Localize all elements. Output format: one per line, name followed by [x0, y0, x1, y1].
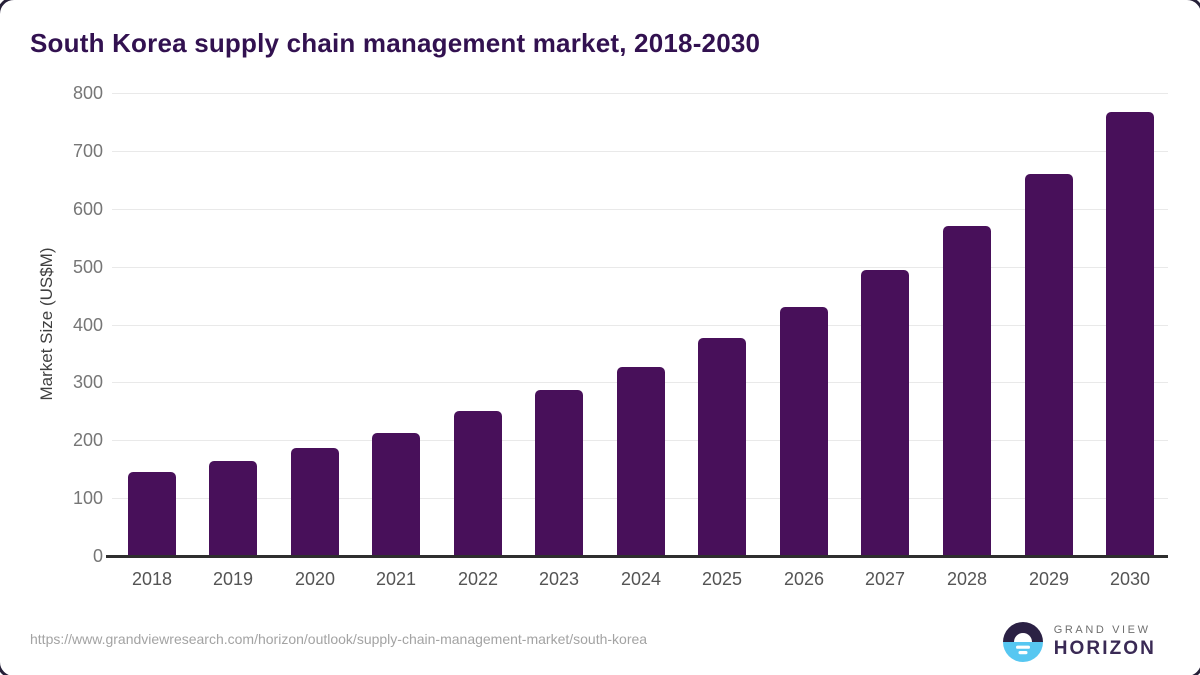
- y-axis-tick-label: 200: [72, 430, 103, 450]
- y-axis-tick-label: 800: [72, 83, 103, 103]
- brand-wordmark: GRAND VIEW HORIZON: [1054, 624, 1156, 660]
- bar-2026: [780, 307, 828, 556]
- x-axis-tick-label: 2028: [946, 569, 988, 589]
- bar-2023: [535, 390, 583, 556]
- page-title: South Korea supply chain management mark…: [30, 28, 761, 58]
- y-axis-tick-label: 500: [72, 257, 103, 277]
- x-axis-tick-label: 2020: [294, 569, 336, 589]
- bar-2024: [617, 367, 665, 556]
- y-axis-title: Market Size (US$M): [37, 247, 56, 401]
- y-axis-tick-label: 0: [92, 546, 103, 566]
- x-axis-tick-label: 2027: [864, 569, 906, 589]
- bar-2022: [454, 411, 502, 556]
- bar-2030: [1106, 112, 1154, 556]
- x-axis-tick-label: 2022: [457, 569, 499, 589]
- y-axis-tick-label: 300: [72, 372, 103, 392]
- gridline: [112, 209, 1168, 210]
- bar-2027: [861, 270, 909, 556]
- brand-logo: GRAND VIEW HORIZON: [1001, 620, 1156, 664]
- gridline: [112, 93, 1168, 94]
- brand-name-top: GRAND VIEW: [1053, 624, 1151, 636]
- x-axis-tick-label: 2023: [538, 569, 580, 589]
- x-axis-tick-label: 2029: [1028, 569, 1070, 589]
- x-axis-tick-label: 2018: [131, 569, 173, 589]
- x-axis-tick-label: 2026: [783, 569, 825, 589]
- y-axis-tick-label: 100: [72, 488, 103, 508]
- bar-2028: [943, 226, 991, 556]
- x-axis-tick-label: 2030: [1109, 569, 1151, 589]
- gridline: [112, 267, 1168, 268]
- bar-2019: [209, 461, 257, 556]
- y-axis-tick-label: 600: [72, 199, 103, 219]
- bar-2020: [291, 448, 339, 556]
- y-axis-tick-label: 700: [72, 141, 103, 161]
- x-axis-tick-label: 2021: [375, 569, 417, 589]
- bar-2018: [128, 472, 176, 556]
- source-url: https://www.grandviewresearch.com/horizo…: [30, 631, 648, 647]
- x-axis-tick-label: 2025: [701, 569, 743, 589]
- y-axis-tick-label: 400: [72, 315, 103, 335]
- x-axis-line: [106, 555, 1168, 558]
- gridline: [112, 325, 1168, 326]
- bar-2025: [698, 338, 746, 556]
- x-axis-tick-label: 2024: [620, 569, 662, 589]
- bar-2029: [1025, 174, 1073, 556]
- sunrise-horizon-icon: [1002, 622, 1043, 662]
- bar-2021: [372, 433, 420, 556]
- gridline: [112, 151, 1168, 152]
- brand-name-bottom: HORIZON: [1053, 638, 1156, 659]
- x-axis-tick-label: 2019: [212, 569, 254, 589]
